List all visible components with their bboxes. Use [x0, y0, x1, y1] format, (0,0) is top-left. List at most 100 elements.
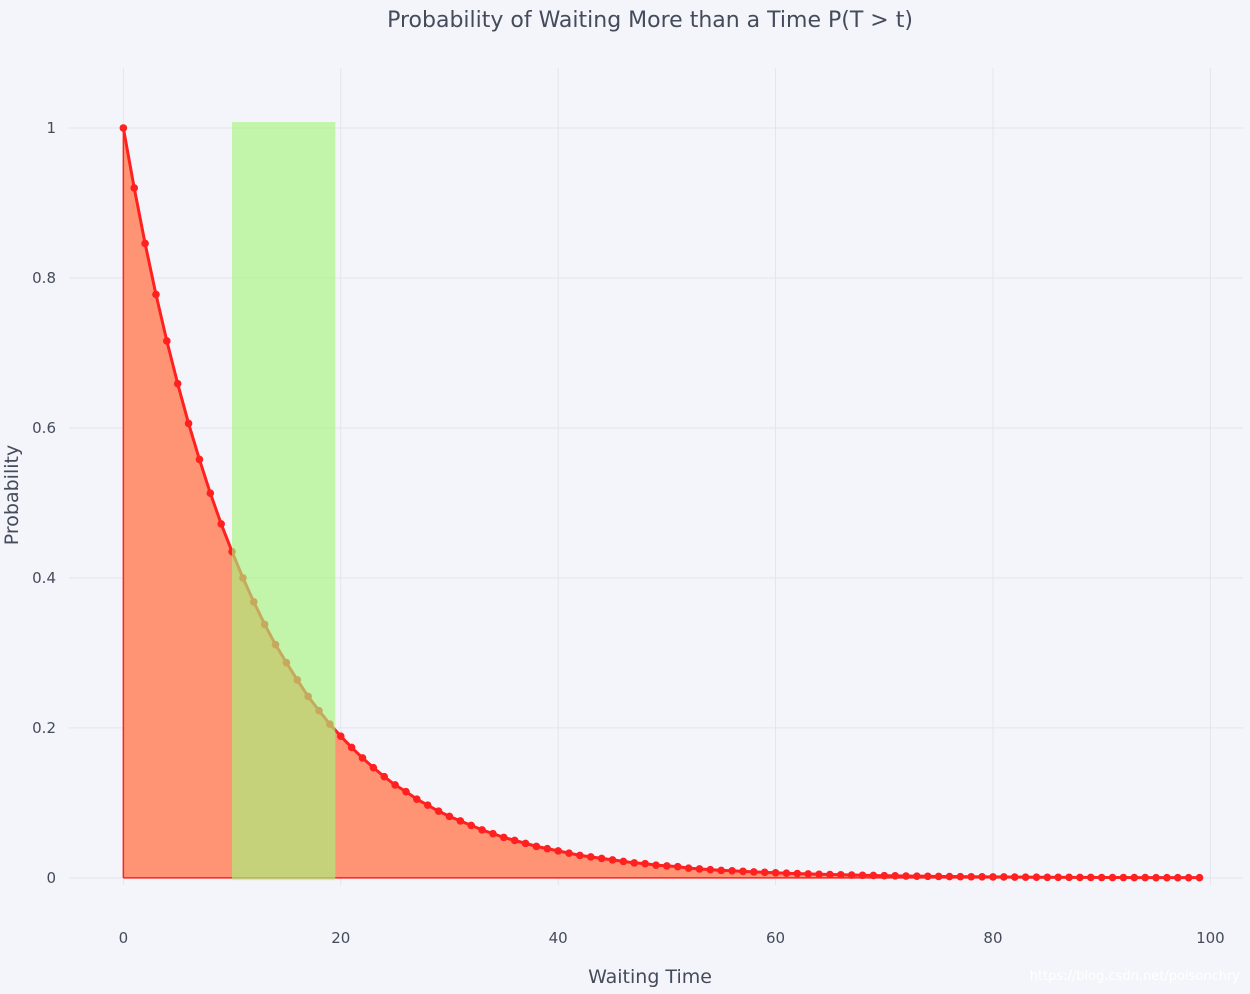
data-point [1097, 873, 1106, 882]
data-point [1076, 873, 1084, 882]
data-point [956, 872, 965, 881]
probability-area [123, 127, 1200, 878]
data-point [597, 854, 606, 863]
data-point [934, 872, 943, 881]
data-point [836, 871, 845, 879]
y-tick-label: 0.8 [32, 269, 56, 287]
data-point [521, 839, 530, 848]
data-point [217, 520, 225, 528]
data-point [608, 856, 617, 864]
y-tick-label: 1 [46, 119, 56, 137]
data-point [1000, 873, 1008, 881]
data-point [576, 851, 584, 860]
data-point [728, 866, 736, 875]
data-point [586, 853, 595, 861]
data-point [902, 872, 910, 880]
data-point [565, 849, 573, 857]
data-point [380, 772, 389, 781]
x-tick-label: 20 [331, 929, 350, 947]
data-point [500, 833, 508, 842]
chart-title: Probability of Waiting More than a Time … [387, 8, 913, 33]
data-point [978, 873, 986, 881]
data-point [369, 763, 378, 772]
data-point [891, 872, 899, 880]
highlight-band-layer [232, 121, 336, 881]
data-point [1032, 873, 1041, 882]
data-point [826, 870, 834, 879]
data-point [489, 829, 497, 838]
data-point [967, 872, 976, 881]
data-point [706, 865, 715, 874]
data-point [630, 859, 639, 867]
x-tick-label: 80 [983, 929, 1002, 947]
data-point [445, 812, 454, 821]
data-point [913, 872, 921, 880]
data-point [1184, 873, 1193, 882]
data-point [206, 489, 215, 497]
data-point [532, 842, 541, 851]
data-point [391, 781, 399, 789]
data-point [739, 867, 747, 876]
data-point [880, 871, 889, 880]
marker-layer [119, 124, 1204, 882]
data-point [793, 869, 802, 878]
data-point [684, 864, 693, 872]
data-point [1021, 873, 1030, 881]
data-point [1130, 873, 1139, 882]
y-tick-label: 0.2 [32, 719, 56, 737]
data-point [1065, 873, 1073, 882]
data-point [358, 754, 367, 762]
data-point [1054, 873, 1063, 882]
data-point [434, 807, 443, 815]
data-point [652, 861, 660, 869]
data-point [1195, 873, 1204, 882]
data-point [1108, 873, 1117, 882]
data-point [847, 871, 856, 879]
data-point [717, 866, 726, 875]
data-point [1119, 873, 1128, 882]
data-point [195, 455, 204, 464]
y-tick-label: 0.4 [32, 569, 56, 587]
x-axis-title: Waiting Time [588, 966, 712, 988]
highlight-band [232, 121, 336, 881]
data-point [1152, 873, 1160, 882]
x-tick-label: 0 [119, 929, 129, 947]
data-point [543, 844, 552, 853]
data-point [163, 337, 171, 345]
data-point [858, 871, 867, 880]
watermark: https://blog.csdn.net/poisonchry [1030, 969, 1241, 984]
data-point [641, 859, 649, 868]
data-point [869, 871, 878, 880]
y-tick-label: 0 [46, 869, 56, 887]
data-point [1043, 873, 1052, 882]
data-point [184, 419, 193, 428]
data-point [1010, 873, 1019, 881]
data-point [456, 817, 465, 825]
data-point [945, 872, 954, 881]
data-point [413, 795, 421, 803]
data-point [347, 743, 356, 752]
data-point [152, 290, 160, 299]
data-point [673, 862, 682, 871]
x-tick-label: 60 [766, 929, 785, 947]
data-point [750, 868, 758, 876]
data-point [141, 239, 149, 248]
data-point [1141, 873, 1149, 882]
data-point [423, 801, 432, 809]
data-point [402, 787, 410, 796]
data-point [989, 873, 997, 881]
data-point [1087, 873, 1095, 882]
data-point [923, 872, 932, 881]
y-tick-labels: 0 0.2 0.4 0.6 0.8 1 [32, 119, 56, 887]
data-point [173, 379, 182, 388]
x-tick-label: 100 [1196, 929, 1225, 947]
data-point [815, 870, 823, 879]
data-point [619, 857, 628, 866]
data-point [478, 826, 486, 834]
x-tick-labels: 0 20 40 60 80 100 [119, 929, 1225, 947]
data-point [554, 847, 562, 855]
x-tick-label: 40 [549, 929, 568, 947]
data-point [804, 870, 812, 878]
